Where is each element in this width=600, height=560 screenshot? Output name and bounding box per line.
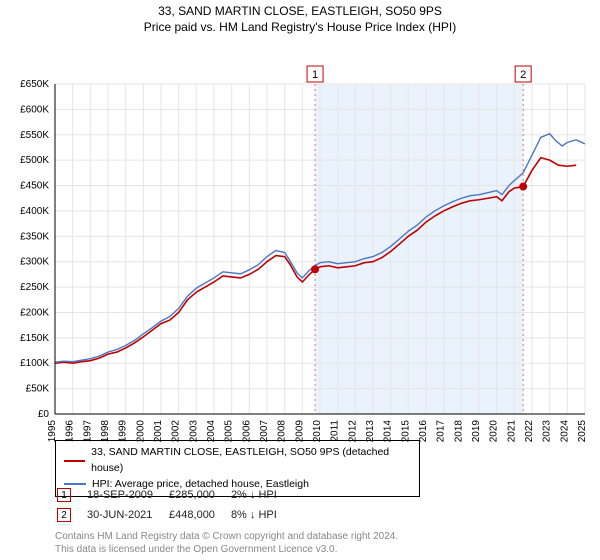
price-chart: £0 £50K £100K £150K £200K £250K £300K £350K £400… xyxy=(0,34,600,474)
svg-text:1996: 1996 xyxy=(65,420,76,443)
svg-text:£350K: £350K xyxy=(20,231,49,242)
sale-price: £448,000 xyxy=(169,506,229,524)
svg-text:£550K: £550K xyxy=(20,130,49,141)
svg-text:£250K: £250K xyxy=(20,282,49,293)
legend-swatch-property xyxy=(64,460,85,462)
svg-text:2008: 2008 xyxy=(277,420,288,443)
svg-text:2003: 2003 xyxy=(188,420,199,443)
svg-text:£600K: £600K xyxy=(20,104,49,115)
svg-text:£200K: £200K xyxy=(20,307,49,318)
svg-text:£400K: £400K xyxy=(20,206,49,217)
sales-row: 2 30-JUN-2021£448,0008% ↓ HPI xyxy=(57,506,291,524)
svg-text:2005: 2005 xyxy=(224,420,235,443)
svg-text:2: 2 xyxy=(520,69,526,81)
svg-text:2017: 2017 xyxy=(436,420,447,443)
footnote: Contains HM Land Registry data © Crown c… xyxy=(55,530,398,556)
svg-text:1997: 1997 xyxy=(82,420,93,443)
svg-text:2010: 2010 xyxy=(312,420,323,443)
svg-text:£500K: £500K xyxy=(20,155,49,166)
svg-text:£150K: £150K xyxy=(20,333,49,344)
sale-date: 30-JUN-2021 xyxy=(87,506,167,524)
legend-label-property: 33, SAND MARTIN CLOSE, EASTLEIGH, SO50 9… xyxy=(91,445,411,477)
svg-text:2022: 2022 xyxy=(524,420,535,443)
svg-text:2014: 2014 xyxy=(383,420,394,443)
svg-text:2025: 2025 xyxy=(577,420,588,443)
sales-row: 1 18-SEP-2009£285,0002% ↓ HPI xyxy=(57,486,291,504)
svg-text:2021: 2021 xyxy=(506,420,517,443)
sale-marker-icon: 2 xyxy=(57,508,71,522)
footnote-line2: This data is licensed under the Open Gov… xyxy=(55,543,398,556)
svg-text:£300K: £300K xyxy=(20,257,49,268)
svg-text:2007: 2007 xyxy=(259,420,270,443)
svg-text:2019: 2019 xyxy=(471,420,482,443)
svg-text:2000: 2000 xyxy=(135,420,146,443)
svg-text:2006: 2006 xyxy=(241,420,252,443)
svg-text:2023: 2023 xyxy=(542,420,553,443)
sales-table: 1 18-SEP-2009£285,0002% ↓ HPI 2 30-JUN-2021… xyxy=(55,484,293,526)
svg-text:2012: 2012 xyxy=(347,420,358,443)
svg-text:£100K: £100K xyxy=(20,358,49,369)
svg-text:1995: 1995 xyxy=(47,420,58,443)
sale-date: 18-SEP-2009 xyxy=(87,486,167,504)
svg-text:2009: 2009 xyxy=(294,420,305,443)
svg-text:2020: 2020 xyxy=(489,420,500,443)
sale-delta: 8% ↓ HPI xyxy=(231,506,291,524)
svg-text:2024: 2024 xyxy=(559,420,570,443)
svg-text:2004: 2004 xyxy=(206,420,217,443)
svg-text:2013: 2013 xyxy=(365,420,376,443)
svg-text:£0: £0 xyxy=(38,409,50,420)
sale-marker-icon: 1 xyxy=(57,488,71,502)
svg-text:2018: 2018 xyxy=(453,420,464,443)
title-block: 33, SAND MARTIN CLOSE, EASTLEIGH, SO50 9… xyxy=(0,0,600,34)
svg-text:2001: 2001 xyxy=(153,420,164,443)
title-subtitle: Price paid vs. HM Land Registry's House … xyxy=(0,20,600,34)
svg-text:2002: 2002 xyxy=(171,420,182,443)
svg-text:£650K: £650K xyxy=(20,79,49,90)
sale-price: £285,000 xyxy=(169,486,229,504)
title-address: 33, SAND MARTIN CLOSE, EASTLEIGH, SO50 9… xyxy=(0,4,600,18)
svg-text:£450K: £450K xyxy=(20,181,49,192)
sale-delta: 2% ↓ HPI xyxy=(231,486,291,504)
legend-row-property: 33, SAND MARTIN CLOSE, EASTLEIGH, SO50 9… xyxy=(64,445,411,477)
svg-text:£50K: £50K xyxy=(26,384,50,395)
svg-text:1999: 1999 xyxy=(118,420,129,443)
svg-text:2015: 2015 xyxy=(400,420,411,443)
svg-text:2016: 2016 xyxy=(418,420,429,443)
svg-text:2011: 2011 xyxy=(330,420,341,442)
svg-text:1998: 1998 xyxy=(100,420,111,443)
footnote-line1: Contains HM Land Registry data © Crown c… xyxy=(55,530,398,543)
svg-text:1: 1 xyxy=(312,69,318,81)
chart-container: 33, SAND MARTIN CLOSE, EASTLEIGH, SO50 9… xyxy=(0,0,600,560)
